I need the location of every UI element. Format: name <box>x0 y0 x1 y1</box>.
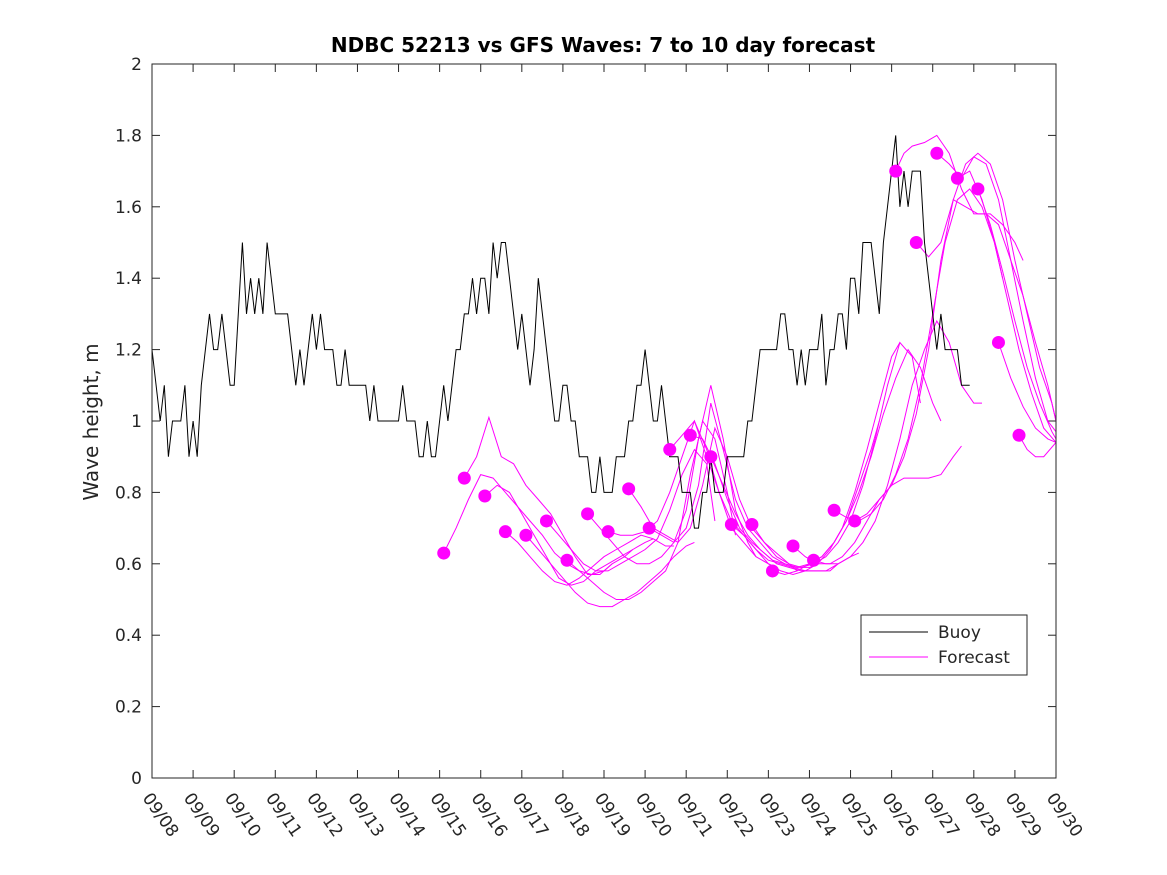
forecast-point <box>437 546 451 560</box>
forecast-point <box>704 450 718 464</box>
forecast-point <box>930 146 944 160</box>
forecast-point <box>560 553 574 567</box>
forecast-point <box>622 482 636 496</box>
forecast-point <box>950 171 964 185</box>
forecast-point <box>642 521 656 535</box>
y-tick-label: 1.8 <box>115 126 142 146</box>
forecast-line <box>505 531 674 586</box>
forecast-point <box>724 518 738 532</box>
forecast-line <box>977 188 1057 440</box>
forecast-point <box>683 428 697 442</box>
forecast-point <box>971 182 985 196</box>
y-tick-label: 2 <box>131 55 142 75</box>
chart-title: NDBC 52213 vs GFS Waves: 7 to 10 day for… <box>331 33 876 57</box>
forecast-line <box>484 484 654 586</box>
forecast-point <box>745 518 759 532</box>
forecast-point <box>478 489 492 503</box>
forecast-line <box>833 188 1004 522</box>
y-tick-label: 0.2 <box>115 698 142 718</box>
forecast-point <box>909 236 923 249</box>
legend-buoy-label: Buoy <box>938 623 981 643</box>
forecast-lines <box>443 134 1057 608</box>
y-axis: 0 0.2 0.4 0.6 0.8 1 1.2 1.4 1.6 1.8 2 <box>115 55 1056 789</box>
forecast-line <box>895 134 1057 422</box>
forecast-points <box>437 146 1026 578</box>
forecast-point <box>786 539 800 553</box>
forecast-line <box>546 448 716 572</box>
y-tick-label: 0.6 <box>115 555 142 575</box>
forecast-line <box>998 342 1057 443</box>
forecast-line <box>772 348 942 576</box>
legend-box <box>860 614 1028 676</box>
forecast-line <box>710 420 880 568</box>
y-tick-label: 0.8 <box>115 483 142 503</box>
forecast-point <box>848 514 862 528</box>
forecast-point <box>457 471 471 485</box>
y-tick-label: 0.4 <box>115 626 142 646</box>
forecast-point <box>889 164 903 178</box>
y-tick-label: 0 <box>131 769 142 789</box>
forecast-line <box>566 419 736 600</box>
forecast-line <box>628 426 798 572</box>
buoy-series <box>151 135 970 529</box>
forecast-point <box>539 514 553 528</box>
forecast-line <box>957 170 1057 443</box>
forecast-line <box>463 415 634 575</box>
forecast-point <box>765 564 779 578</box>
y-tick-label: 1.2 <box>115 341 142 361</box>
legend-forecast-label: Forecast <box>938 648 1010 668</box>
forecast-line <box>1018 435 1057 458</box>
legend: Buoy Forecast <box>860 614 1028 676</box>
forecast-line <box>751 341 921 568</box>
forecast-line <box>813 319 982 565</box>
forecast-point <box>827 503 841 517</box>
y-tick-label: 1 <box>131 412 142 432</box>
buoy-line <box>151 135 970 529</box>
forecast-point <box>519 528 533 542</box>
plot-frame <box>151 63 1057 779</box>
y-axis-label: Wave height, m <box>79 343 103 500</box>
forecast-line <box>443 474 613 576</box>
forecast-point <box>807 553 821 567</box>
forecast-point <box>601 525 615 539</box>
y-tick-label: 1.4 <box>115 269 142 289</box>
forecast-point <box>581 507 595 521</box>
forecast-line <box>854 198 1024 522</box>
forecast-point <box>1012 428 1026 442</box>
y-tick-label: 1.6 <box>115 198 142 218</box>
forecast-point <box>498 525 512 539</box>
forecast-point <box>991 335 1005 349</box>
forecast-line <box>915 152 1057 422</box>
forecast-point <box>663 443 677 457</box>
